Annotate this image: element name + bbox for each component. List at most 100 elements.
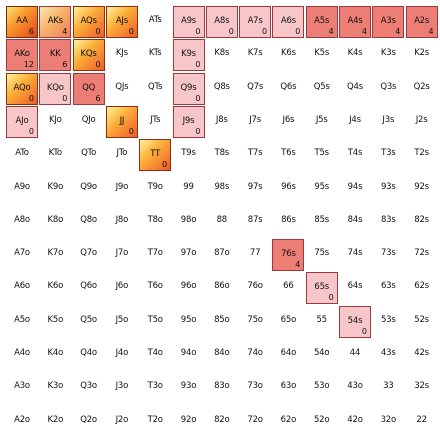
hand-cell-52o[interactable]: 52o (305, 405, 338, 438)
hand-cell-ako[interactable]: AKo 12 (6, 39, 38, 72)
hand-cell-73s[interactable]: 73s (372, 239, 405, 272)
hand-cell-k3o[interactable]: K3o (39, 372, 72, 405)
hand-cell-42o[interactable]: 42o (339, 405, 371, 438)
hand-cell-86s[interactable]: 86s (272, 205, 305, 238)
hand-cell-t8s[interactable]: T8s (205, 139, 238, 172)
hand-cell-55[interactable]: 55 (305, 305, 338, 338)
hand-cell-72o[interactable]: 72o (239, 405, 272, 438)
hand-cell-kqs[interactable]: KQs 0 (72, 39, 105, 72)
hand-cell-83o[interactable]: 83o (205, 372, 238, 405)
hand-cell-95s[interactable]: 95s (305, 172, 338, 205)
hand-cell-t8o[interactable]: T8o (139, 205, 172, 238)
hand-cell-j9o[interactable]: J9o (105, 172, 138, 205)
hand-cell-63s[interactable]: 63s (372, 272, 405, 305)
hand-cell-62s[interactable]: 62s (405, 272, 438, 305)
hand-cell-97o[interactable]: 97o (172, 239, 205, 272)
hand-cell-j5o[interactable]: J5o (105, 305, 138, 338)
hand-cell-a5o[interactable]: A5o (6, 305, 38, 338)
hand-cell-tt[interactable]: TT 0 (139, 139, 172, 172)
hand-cell-77[interactable]: 77 (239, 239, 272, 272)
hand-cell-k8s[interactable]: K8s (205, 39, 238, 72)
hand-cell-t7o[interactable]: T7o (139, 239, 172, 272)
hand-cell-a6o[interactable]: A6o (6, 272, 38, 305)
hand-cell-qjo[interactable]: QJo (72, 105, 105, 138)
hand-cell-j3o[interactable]: J3o (105, 372, 138, 405)
hand-cell-j9s[interactable]: J9s 0 (172, 105, 205, 138)
hand-cell-95o[interactable]: 95o (172, 305, 205, 338)
hand-cell-73o[interactable]: 73o (239, 372, 272, 405)
hand-cell-k4s[interactable]: K4s (339, 39, 371, 72)
hand-cell-98o[interactable]: 98o (172, 205, 205, 238)
hand-cell-82s[interactable]: 82s (405, 205, 438, 238)
hand-cell-kk[interactable]: KK 6 (39, 39, 72, 72)
hand-cell-a3o[interactable]: A3o (6, 372, 38, 405)
hand-cell-q5o[interactable]: Q5o (72, 305, 105, 338)
hand-cell-97s[interactable]: 97s (239, 172, 272, 205)
hand-cell-98s[interactable]: 98s (205, 172, 238, 205)
hand-cell-qts[interactable]: QTs (139, 72, 172, 105)
hand-cell-kts[interactable]: KTs (139, 39, 172, 72)
hand-cell-64o[interactable]: 64o (272, 339, 305, 371)
hand-cell-j2s[interactable]: J2s (405, 105, 438, 138)
hand-cell-q9o[interactable]: Q9o (72, 172, 105, 205)
hand-cell-76o[interactable]: 76o (239, 272, 272, 305)
hand-cell-t5s[interactable]: T5s (305, 139, 338, 172)
hand-cell-54o[interactable]: 54o (305, 339, 338, 371)
hand-cell-54s[interactable]: 54s 0 (339, 305, 371, 338)
hand-cell-k8o[interactable]: K8o (39, 205, 72, 238)
hand-cell-43s[interactable]: 43s (372, 339, 405, 371)
hand-cell-a9o[interactable]: A9o (6, 172, 38, 205)
hand-cell-qq[interactable]: QQ 6 (72, 72, 105, 105)
hand-cell-jj[interactable]: JJ 0 (105, 105, 138, 138)
hand-cell-k7o[interactable]: K7o (39, 239, 72, 272)
hand-cell-t3s[interactable]: T3s (372, 139, 405, 172)
hand-cell-63o[interactable]: 63o (272, 372, 305, 405)
hand-cell-84o[interactable]: 84o (205, 339, 238, 371)
hand-cell-53s[interactable]: 53s (372, 305, 405, 338)
hand-cell-k9o[interactable]: K9o (39, 172, 72, 205)
hand-cell-32o[interactable]: 32o (372, 405, 405, 438)
hand-cell-kjs[interactable]: KJs (105, 39, 138, 72)
hand-cell-75o[interactable]: 75o (239, 305, 272, 338)
hand-cell-62o[interactable]: 62o (272, 405, 305, 438)
hand-cell-j8o[interactable]: J8o (105, 205, 138, 238)
hand-cell-52s[interactable]: 52s (405, 305, 438, 338)
hand-cell-92o[interactable]: 92o (172, 405, 205, 438)
hand-cell-k5o[interactable]: K5o (39, 305, 72, 338)
hand-cell-k5s[interactable]: K5s (305, 39, 338, 72)
hand-cell-64s[interactable]: 64s (339, 272, 371, 305)
hand-cell-k9s[interactable]: K9s 0 (172, 39, 205, 72)
hand-cell-q6o[interactable]: Q6o (72, 272, 105, 305)
hand-cell-t4o[interactable]: T4o (139, 339, 172, 371)
hand-cell-j4s[interactable]: J4s (339, 105, 371, 138)
hand-cell-53o[interactable]: 53o (305, 372, 338, 405)
hand-cell-87s[interactable]: 87s (239, 205, 272, 238)
hand-cell-33[interactable]: 33 (372, 372, 405, 405)
hand-cell-q6s[interactable]: Q6s (272, 72, 305, 105)
hand-cell-t3o[interactable]: T3o (139, 372, 172, 405)
hand-cell-a4o[interactable]: A4o (6, 339, 38, 371)
hand-cell-k2s[interactable]: K2s (405, 39, 438, 72)
hand-cell-82o[interactable]: 82o (205, 405, 238, 438)
hand-cell-qto[interactable]: QTo (72, 139, 105, 172)
hand-cell-j2o[interactable]: J2o (105, 405, 138, 438)
hand-cell-j8s[interactable]: J8s (205, 105, 238, 138)
hand-cell-q2s[interactable]: Q2s (405, 72, 438, 105)
hand-cell-92s[interactable]: 92s (405, 172, 438, 205)
hand-cell-96o[interactable]: 96o (172, 272, 205, 305)
hand-cell-65s[interactable]: 65s 0 (305, 272, 338, 305)
hand-cell-99[interactable]: 99 (172, 172, 205, 205)
hand-cell-65o[interactable]: 65o (272, 305, 305, 338)
hand-cell-42s[interactable]: 42s (405, 339, 438, 371)
hand-cell-87o[interactable]: 87o (205, 239, 238, 272)
hand-cell-q5s[interactable]: Q5s (305, 72, 338, 105)
hand-cell-t4s[interactable]: T4s (339, 139, 371, 172)
hand-cell-j6s[interactable]: J6s (272, 105, 305, 138)
hand-cell-j7o[interactable]: J7o (105, 239, 138, 272)
hand-cell-75s[interactable]: 75s (305, 239, 338, 272)
hand-cell-jto[interactable]: JTo (105, 139, 138, 172)
hand-cell-a2s[interactable]: A2s 4 (405, 6, 438, 38)
hand-cell-j3s[interactable]: J3s (372, 105, 405, 138)
hand-cell-qjs[interactable]: QJs (105, 72, 138, 105)
hand-cell-86o[interactable]: 86o (205, 272, 238, 305)
